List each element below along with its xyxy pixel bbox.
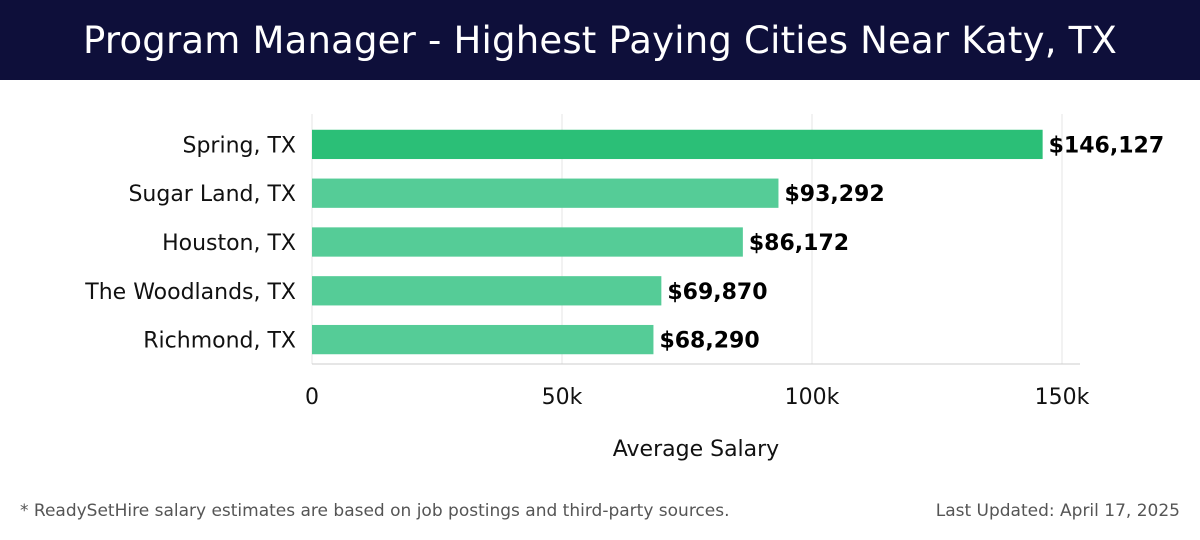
header-bar: Program Manager - Highest Paying Cities … <box>0 0 1200 80</box>
value-labels: $146,127 $93,292 $86,172 $69,870 $68,290 <box>659 133 1164 353</box>
x-tick-label-3: 150k <box>1035 385 1090 410</box>
value-label-0: $146,127 <box>1049 133 1165 158</box>
bar-3 <box>312 276 662 306</box>
category-labels: Spring, TX Sugar Land, TX Houston, TX The W… <box>84 133 296 353</box>
value-label-2: $86,172 <box>749 231 849 256</box>
bar-1 <box>312 178 779 208</box>
x-axis-title: Average Salary <box>613 437 779 462</box>
salary-bar-chart: Spring, TX Sugar Land, TX Houston, TX The W… <box>84 114 1164 462</box>
category-label-2: Houston, TX <box>162 231 296 256</box>
category-label-0: Spring, TX <box>183 133 297 158</box>
category-label-3: The Woodlands, TX <box>84 280 296 305</box>
footer-disclaimer: * ReadySetHire salary estimates are base… <box>20 501 730 521</box>
bar-0 <box>312 129 1043 160</box>
last-updated: Last Updated: April 17, 2025 <box>935 501 1180 521</box>
value-label-4: $68,290 <box>659 329 759 354</box>
bar-2 <box>312 227 743 257</box>
value-label-3: $69,870 <box>667 280 767 305</box>
bars <box>312 129 1043 355</box>
bar-4 <box>312 324 654 355</box>
x-tick-label-0: 0 <box>305 385 319 410</box>
chart-title: Program Manager - Highest Paying Cities … <box>82 18 1118 62</box>
x-axis-ticks: 0 50k 100k 150k <box>305 385 1090 410</box>
category-label-4: Richmond, TX <box>143 329 296 354</box>
value-label-1: $93,292 <box>784 182 884 207</box>
category-label-1: Sugar Land, TX <box>128 182 296 207</box>
x-tick-label-1: 50k <box>542 385 583 410</box>
x-tick-label-2: 100k <box>785 385 840 410</box>
